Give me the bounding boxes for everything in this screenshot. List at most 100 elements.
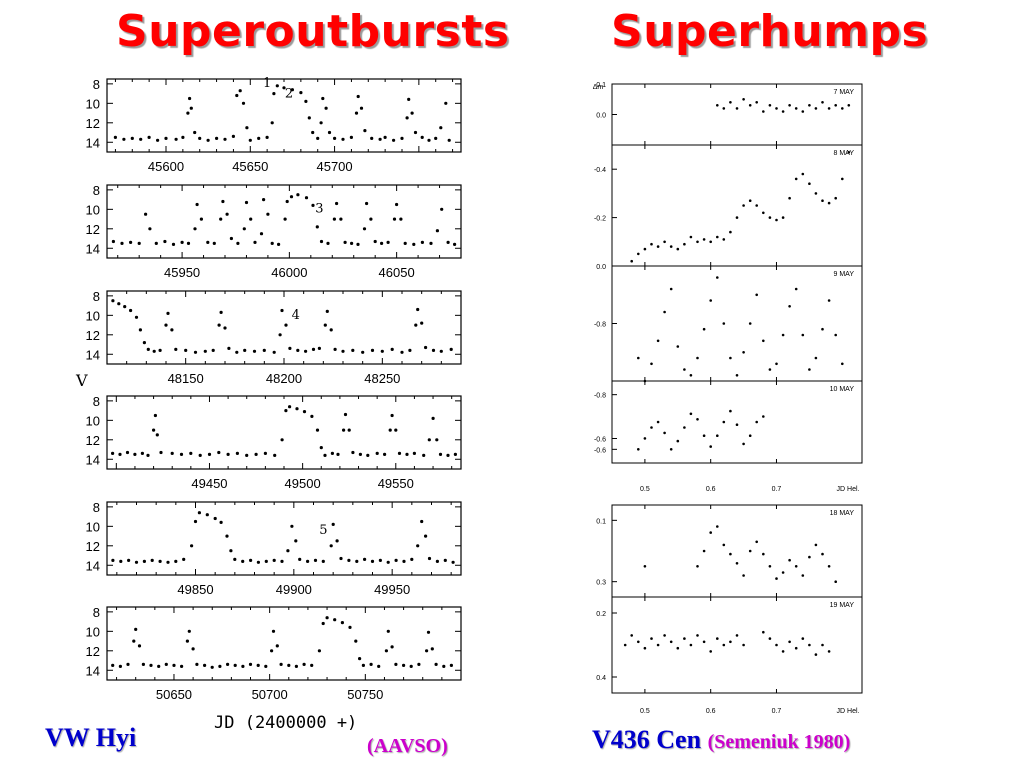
light-curve-panel-5: 8 10 12 14 49850 49900 49950 5 [86,500,462,597]
data-point [388,428,392,432]
data-point [186,241,191,245]
data-point [841,107,844,110]
superhump-panel: 19 MAY 0.2 0.4 [596,596,863,694]
data-point [394,428,398,432]
data-point [446,453,450,457]
data-point [390,347,394,351]
data-point [280,308,284,313]
x-tick-label: 48150 [168,371,204,386]
data-point [330,451,334,455]
y-tick-label: 12 [86,433,100,448]
y-tick-label: 14 [86,135,100,150]
data-point [226,452,230,456]
data-point [227,346,231,350]
data-point [252,349,257,353]
data-point [111,299,115,303]
data-point [363,129,367,133]
data-point [146,347,150,351]
superhump-group-2: 18 MAY 0.1 0.3 19 MAY 0.2 0.4 0.5 0.6 0.7 JD Hel. [596,504,863,715]
data-point [416,544,420,548]
data-point [669,640,673,644]
data-point [262,198,266,202]
data-point [394,558,398,563]
data-point [302,410,307,414]
caption-aavso: (AAVSO) [367,735,448,757]
panel-frame [106,184,462,259]
data-point [315,428,320,432]
data-point [288,346,292,350]
data-point [435,438,439,442]
light-curve-panel-3: 8 10 12 14 48150 48200 48250 4 [86,289,462,386]
y-tick-label: 12 [86,644,100,659]
data-point [716,104,719,107]
data-point [363,557,367,562]
data-point [676,646,680,650]
data-point [709,650,712,653]
y-tick-label: 8 [93,77,100,92]
data-point [125,450,130,455]
data-point [181,135,185,139]
data-point [288,405,292,409]
data-point [233,663,237,668]
y-tick-label: 10 [86,308,100,323]
data-point [716,434,719,438]
data-point [321,96,325,101]
data-point [722,543,726,547]
data-point [742,643,745,647]
data-point [304,99,308,103]
y-tick-label: 0.0 [596,113,606,120]
data-point [265,135,269,139]
data-point [186,111,190,115]
data-point [158,348,162,352]
data-point [440,207,444,211]
y-tick-label: -0.6 [594,447,606,454]
data-point [821,199,824,202]
data-point [146,453,150,457]
x-tick-label: 46050 [379,265,415,280]
data-point [413,130,418,135]
data-point [170,328,174,332]
data-point [119,559,123,564]
y-tick-label: 12 [86,116,100,131]
data-point [262,348,266,352]
x-axis-label: JD (2400000 +) [214,713,358,733]
data-point [399,217,403,221]
data-point [405,452,409,456]
data-point [435,229,439,233]
data-point [264,559,268,564]
data-point [356,242,360,246]
data-point [170,451,174,455]
data-point [814,192,818,195]
panel-frame [611,265,863,382]
data-point [386,560,390,564]
data-point [722,238,726,241]
x-tick-label: 48200 [266,371,302,386]
data-point [748,549,752,553]
data-point [643,437,647,440]
data-point [226,662,230,667]
data-point [150,558,154,563]
data-point [272,92,276,96]
data-point [213,516,217,521]
data-point [163,239,167,244]
data-point [722,420,726,424]
light-curve-panel-2: 8 10 12 14 45950 46000 46050 3 [86,183,462,280]
data-point [333,618,337,622]
data-point [193,350,198,354]
data-point [147,135,151,139]
data-point [329,328,333,332]
data-point [327,130,332,135]
data-point [278,333,282,337]
data-point [453,452,457,456]
data-point [394,662,398,667]
data-point [781,333,785,337]
outburst-number-label: 1 [263,76,271,91]
data-point [253,240,257,244]
data-point [716,276,719,279]
data-point [827,201,831,205]
data-point [390,413,394,418]
data-point [294,539,298,543]
data-point [273,453,277,457]
data-point [814,107,818,110]
data-point [248,662,253,667]
